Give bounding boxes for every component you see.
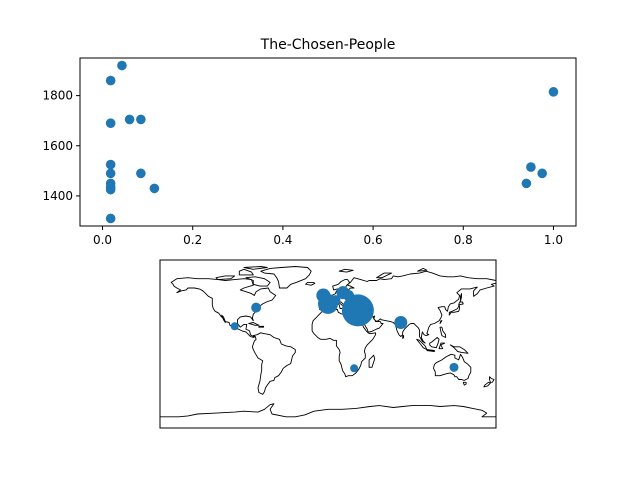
coastline [429,337,440,349]
coastline [458,301,464,306]
scatter-point [105,118,116,128]
y-tick-label: 1800 [42,89,73,103]
y-tick-label: 1600 [42,139,73,153]
coastline [439,326,447,338]
y-tick-label: 1400 [42,189,73,203]
map-point [449,362,459,372]
scatter-point [136,114,146,125]
x-tick-label: 0.2 [183,233,202,247]
scatter-point [105,213,116,224]
scatter-point [105,75,116,86]
x-tick-label: 0.4 [273,233,292,247]
map-points [230,286,459,373]
chart-title: The-Chosen-People [260,37,396,53]
coastline [238,268,254,276]
x-tick-label: 0.0 [93,233,112,247]
x-tick-label: 0.8 [454,233,473,247]
coastline [170,277,277,338]
scatter-point [548,87,559,97]
coastline [260,266,312,289]
coastline [417,267,428,272]
coastline [368,354,376,368]
scatter-plot: The-Chosen-People 0.0 0.2 0.4 0.6 0.8 1.0 140… [42,37,577,247]
coastline [160,403,496,428]
coastline [258,325,265,328]
coastline [460,293,462,302]
scatter-point [124,114,135,125]
coastlines [160,266,496,428]
coastline [338,268,354,273]
y-axis-ticks: 1400 1600 1800 [42,89,80,203]
coastline [215,275,236,281]
coastline [402,335,405,339]
world-map [159,259,497,429]
map-point [330,295,341,306]
coastline [305,281,316,286]
coastline [426,349,435,352]
scatter-point [117,60,127,71]
plot-frame [79,57,577,227]
coastline [433,353,472,381]
x-tick-label: 1.0 [544,233,563,247]
coastline [251,332,296,395]
coastline [449,344,469,354]
scatter-point [105,168,116,179]
coastline [489,376,495,383]
coastline [483,381,491,388]
map-point [350,364,359,373]
coastline [438,342,446,350]
map-point [230,322,239,331]
scatter-point [537,168,547,179]
scatter-point [521,178,532,189]
coastline [248,322,260,326]
map-frame [159,259,497,429]
map-point [358,308,373,323]
map-point [394,316,408,330]
coastline [462,381,467,386]
scatter-point [136,168,146,179]
scatter-point [149,183,160,194]
coastline [448,305,461,316]
map-point [251,302,262,313]
coastline [245,276,271,287]
scatter-point [105,159,116,170]
scatter-point [105,184,116,195]
scatter-points [105,60,559,224]
scatter-point [526,162,536,172]
coastline [439,320,443,324]
coastline [243,266,268,270]
x-axis-ticks: 0.0 0.2 0.4 0.6 0.8 1.0 [93,226,563,247]
coastline [376,272,392,279]
x-tick-label: 0.6 [364,233,383,247]
